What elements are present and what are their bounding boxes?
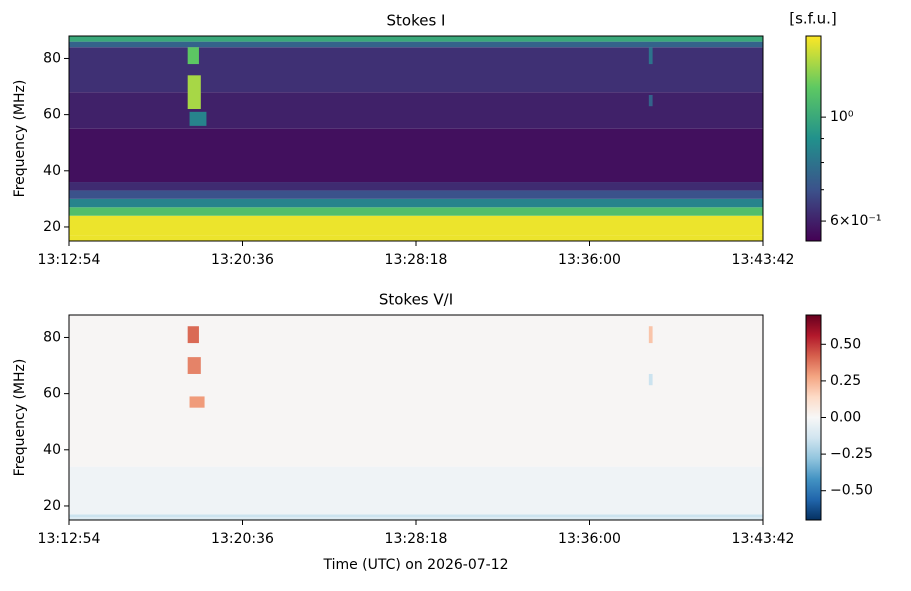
colorbar bbox=[805, 35, 822, 242]
heatmap-row bbox=[69, 235, 763, 241]
heatmap-row bbox=[69, 128, 763, 183]
x-tick-label: 13:43:42 bbox=[732, 531, 795, 547]
heatmap-row bbox=[69, 517, 763, 520]
heatmap-row bbox=[69, 92, 763, 129]
x-tick-label: 13:36:00 bbox=[558, 531, 621, 547]
heatmap-row bbox=[69, 315, 763, 467]
x-tick-label: 13:28:18 bbox=[385, 252, 448, 268]
x-tick-label: 13:28:18 bbox=[385, 531, 448, 547]
y-tick-label: 20 bbox=[43, 498, 61, 514]
colorbar bbox=[805, 314, 822, 521]
heatmap-burst bbox=[187, 75, 201, 110]
y-tick-label: 80 bbox=[43, 329, 61, 345]
heatmap-row bbox=[69, 466, 763, 515]
x-tick-label: 13:20:36 bbox=[211, 252, 274, 268]
heatmap-burst bbox=[187, 47, 199, 65]
heatmap-burst bbox=[648, 373, 653, 386]
heatmap-burst bbox=[189, 111, 207, 126]
y-tick-label: 40 bbox=[43, 163, 61, 179]
x-tick-label: 13:12:54 bbox=[38, 252, 101, 268]
chart-title: Stokes I bbox=[387, 12, 446, 30]
colorbar-tick-label: −0.25 bbox=[830, 446, 873, 462]
heatmap-burst bbox=[648, 94, 653, 107]
heatmap-row bbox=[69, 36, 763, 42]
heatmap-burst bbox=[648, 47, 653, 65]
heatmap-row bbox=[69, 207, 763, 216]
y-axis-label: Frequency (MHz) bbox=[12, 359, 28, 477]
colorbar-tick-label: 0.25 bbox=[830, 373, 861, 389]
colorbar-tick-label: 0.50 bbox=[830, 336, 861, 352]
heatmap-row bbox=[69, 198, 763, 208]
y-tick-label: 60 bbox=[43, 386, 61, 402]
colorbar-tick-label: 0.00 bbox=[830, 410, 861, 426]
heatmap-burst bbox=[187, 357, 201, 374]
x-axis-label: Time (UTC) on 2026-07-12 bbox=[322, 557, 508, 573]
colorbar-label: [s.f.u.] bbox=[789, 10, 837, 28]
y-tick-label: 80 bbox=[43, 50, 61, 66]
colorbar-tick-label: 6×10⁻¹ bbox=[830, 213, 881, 229]
heatmap bbox=[69, 36, 763, 241]
x-tick-label: 13:36:00 bbox=[558, 252, 621, 268]
colorbar-tick-label: −0.50 bbox=[830, 483, 873, 499]
heatmap-burst bbox=[189, 396, 205, 408]
heatmap bbox=[69, 315, 763, 520]
heatmap-row bbox=[69, 190, 763, 199]
heatmap-row bbox=[69, 514, 763, 518]
x-tick-label: 13:20:36 bbox=[211, 531, 274, 547]
y-axis-label: Frequency (MHz) bbox=[12, 80, 28, 198]
heatmap-row bbox=[69, 215, 763, 236]
heatmap-burst bbox=[187, 326, 199, 344]
heatmap-row bbox=[69, 41, 763, 48]
heatmap-row bbox=[69, 182, 763, 191]
x-tick-label: 13:12:54 bbox=[38, 531, 101, 547]
y-tick-label: 40 bbox=[43, 442, 61, 458]
y-tick-label: 60 bbox=[43, 107, 61, 123]
x-tick-label: 13:43:42 bbox=[732, 252, 795, 268]
heatmap-burst bbox=[648, 326, 653, 344]
heatmap-row bbox=[69, 47, 763, 93]
chart-title: Stokes V/I bbox=[379, 291, 453, 309]
y-tick-label: 20 bbox=[43, 219, 61, 235]
colorbar-tick-label: 10⁰ bbox=[830, 109, 854, 125]
